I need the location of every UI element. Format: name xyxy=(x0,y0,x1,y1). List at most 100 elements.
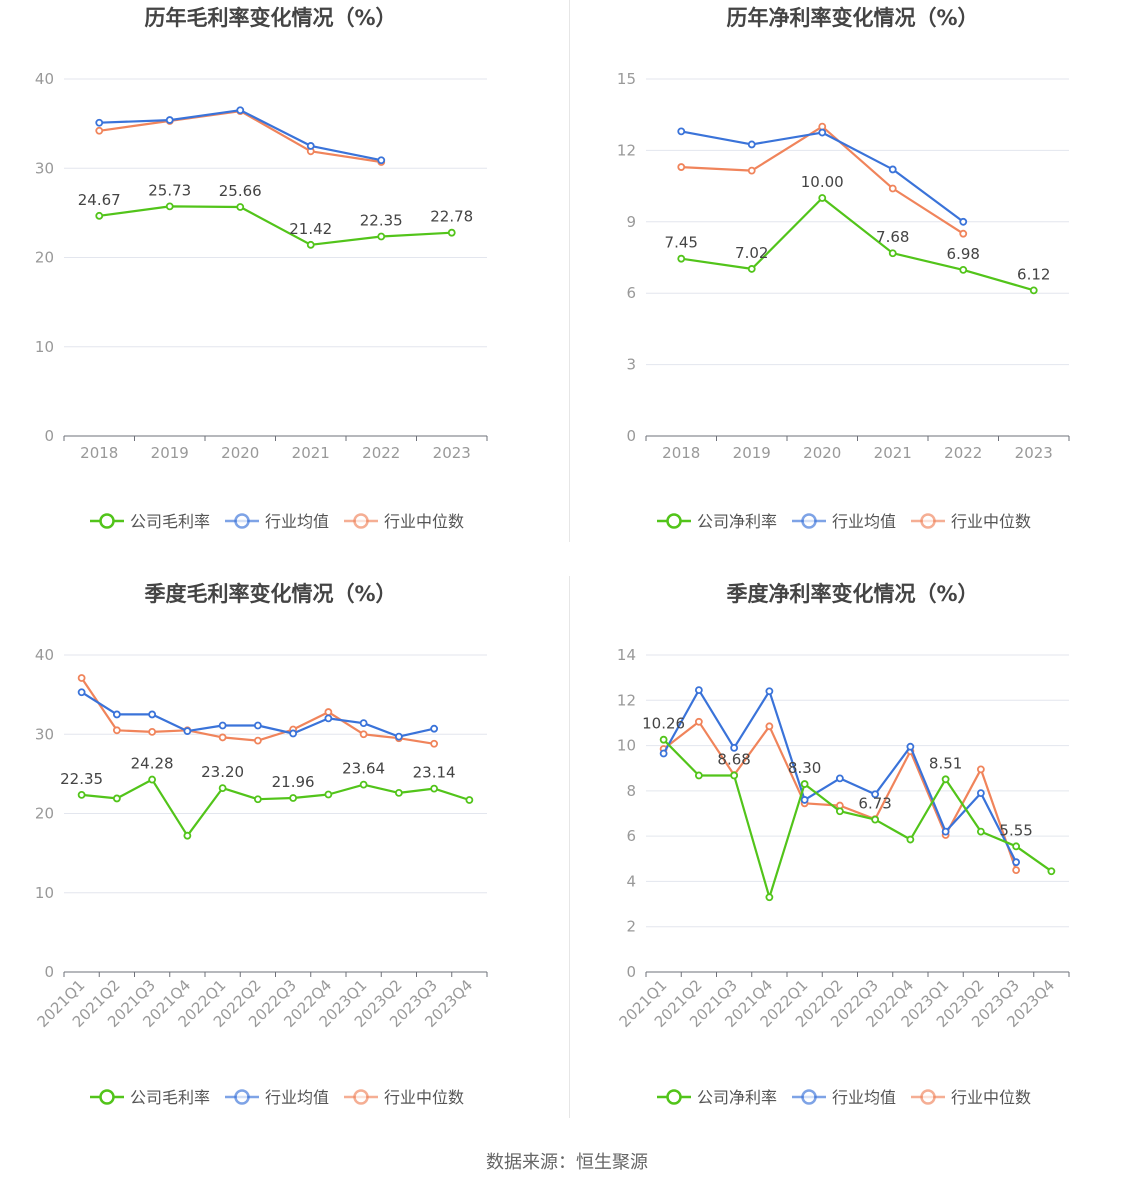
data-point[interactable] xyxy=(218,784,227,793)
data-point[interactable] xyxy=(659,749,668,758)
data-point[interactable] xyxy=(659,735,668,744)
data-point[interactable] xyxy=(906,835,915,844)
data-point[interactable] xyxy=(253,795,262,804)
data-point[interactable] xyxy=(394,732,403,741)
data-point[interactable] xyxy=(148,775,157,784)
data-point[interactable] xyxy=(359,719,368,728)
data-point[interactable] xyxy=(906,742,915,751)
data-point[interactable] xyxy=(430,724,439,733)
data-point[interactable] xyxy=(394,788,403,797)
legend-item[interactable]: 公司毛利率 xyxy=(90,1088,210,1107)
legend-item[interactable]: 公司毛利率 xyxy=(90,512,210,531)
data-point[interactable] xyxy=(112,726,121,735)
data-point[interactable] xyxy=(306,240,315,249)
data-point[interactable] xyxy=(1029,286,1038,295)
data-point[interactable] xyxy=(765,722,774,731)
data-point[interactable] xyxy=(800,780,809,788)
data-point[interactable] xyxy=(747,265,756,273)
legend-item[interactable]: 行业均值 xyxy=(225,512,329,531)
data-point[interactable] xyxy=(1012,866,1021,875)
data-point[interactable] xyxy=(236,106,245,115)
data-point[interactable] xyxy=(765,687,774,696)
legend-item[interactable]: 公司净利率 xyxy=(657,1088,777,1107)
data-point[interactable] xyxy=(183,727,192,735)
legend-item[interactable]: 公司净利率 xyxy=(657,512,777,531)
data-point[interactable] xyxy=(465,796,474,804)
data-point[interactable] xyxy=(818,128,827,137)
data-point[interactable] xyxy=(694,771,703,780)
data-point[interactable] xyxy=(77,674,86,682)
data-point[interactable] xyxy=(430,739,439,748)
data-point[interactable] xyxy=(148,710,157,719)
data-point[interactable] xyxy=(747,166,756,175)
data-point[interactable] xyxy=(95,126,104,135)
data-point[interactable] xyxy=(430,784,439,793)
legend-item[interactable]: 行业中位数 xyxy=(911,1088,1031,1107)
data-point[interactable] xyxy=(165,116,174,124)
data-point[interactable] xyxy=(1047,867,1056,876)
legend-item[interactable]: 行业中位数 xyxy=(344,1088,464,1107)
data-point[interactable] xyxy=(289,794,298,802)
data-point[interactable] xyxy=(871,790,880,799)
data-point[interactable] xyxy=(800,796,809,804)
data-point[interactable] xyxy=(324,790,333,799)
data-point[interactable] xyxy=(941,827,950,836)
data-point[interactable] xyxy=(959,265,968,274)
data-point[interactable] xyxy=(941,775,950,784)
data-point[interactable] xyxy=(112,794,121,803)
data-point[interactable] xyxy=(888,249,897,258)
data-point[interactable] xyxy=(1012,842,1021,851)
legend-item[interactable]: 行业均值 xyxy=(792,512,896,531)
data-label: 23.20 xyxy=(201,763,244,781)
data-point[interactable] xyxy=(95,118,104,127)
data-point[interactable] xyxy=(218,721,227,730)
data-point[interactable] xyxy=(447,228,456,237)
data-point[interactable] xyxy=(888,184,897,193)
data-point[interactable] xyxy=(976,789,985,798)
data-point[interactable] xyxy=(95,211,104,220)
data-point[interactable] xyxy=(359,730,368,739)
data-point[interactable] xyxy=(747,140,756,149)
data-label: 24.67 xyxy=(78,191,121,209)
data-point[interactable] xyxy=(377,156,386,165)
data-point[interactable] xyxy=(694,717,703,726)
data-point[interactable] xyxy=(871,815,880,824)
data-point[interactable] xyxy=(976,827,985,836)
legend-item[interactable]: 行业均值 xyxy=(792,1088,896,1107)
legend-item[interactable]: 行业均值 xyxy=(225,1088,329,1107)
data-point[interactable] xyxy=(377,232,386,241)
data-point[interactable] xyxy=(677,254,686,263)
data-point[interactable] xyxy=(77,688,86,697)
data-point[interactable] xyxy=(306,142,315,150)
data-point[interactable] xyxy=(183,831,192,840)
data-point[interactable] xyxy=(765,893,774,902)
data-point[interactable] xyxy=(253,736,262,745)
data-point[interactable] xyxy=(959,229,968,238)
legend-item[interactable]: 行业中位数 xyxy=(911,512,1031,531)
legend-item[interactable]: 行业中位数 xyxy=(344,512,464,531)
data-point[interactable] xyxy=(77,790,86,799)
data-point[interactable] xyxy=(289,729,298,738)
data-point[interactable] xyxy=(730,771,739,780)
data-point[interactable] xyxy=(976,765,985,774)
data-point[interactable] xyxy=(835,774,844,783)
data-point[interactable] xyxy=(218,733,227,742)
data-point[interactable] xyxy=(694,686,703,694)
data-point[interactable] xyxy=(148,727,157,736)
data-point[interactable] xyxy=(324,708,333,716)
data-point[interactable] xyxy=(324,714,333,723)
data-point[interactable] xyxy=(818,194,827,202)
data-point[interactable] xyxy=(677,127,686,136)
data-point[interactable] xyxy=(165,202,174,211)
data-point[interactable] xyxy=(236,203,245,211)
data-point[interactable] xyxy=(253,721,262,730)
data-point[interactable] xyxy=(1012,858,1021,867)
data-point[interactable] xyxy=(959,217,968,226)
data-point[interactable] xyxy=(730,743,739,752)
y-tick-label: 0 xyxy=(44,963,54,981)
data-point[interactable] xyxy=(677,163,686,171)
data-point[interactable] xyxy=(359,780,368,789)
data-point[interactable] xyxy=(888,165,897,174)
data-point[interactable] xyxy=(835,807,844,816)
data-point[interactable] xyxy=(112,710,121,719)
